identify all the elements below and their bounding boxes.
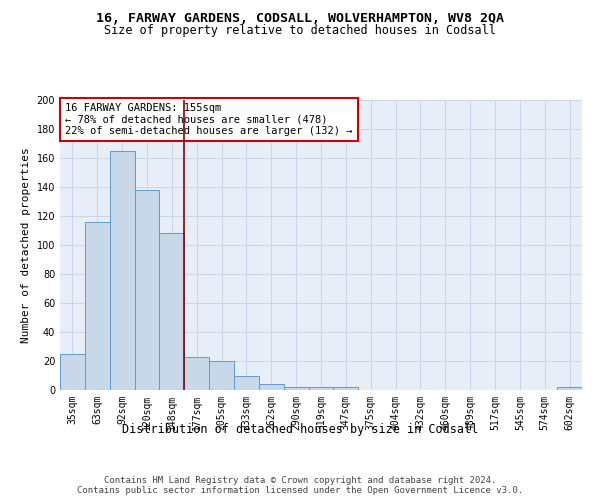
Bar — [209, 361, 234, 390]
Bar — [259, 384, 284, 390]
Bar — [160, 234, 184, 390]
Bar — [110, 151, 134, 390]
Text: 16 FARWAY GARDENS: 155sqm
← 78% of detached houses are smaller (478)
22% of semi: 16 FARWAY GARDENS: 155sqm ← 78% of detac… — [65, 103, 353, 136]
Text: Size of property relative to detached houses in Codsall: Size of property relative to detached ho… — [104, 24, 496, 37]
Bar — [60, 354, 85, 390]
Bar — [134, 190, 160, 390]
Text: 16, FARWAY GARDENS, CODSALL, WOLVERHAMPTON, WV8 2QA: 16, FARWAY GARDENS, CODSALL, WOLVERHAMPT… — [96, 12, 504, 26]
Bar — [308, 387, 334, 390]
Bar — [557, 387, 582, 390]
Bar — [85, 222, 110, 390]
Bar — [334, 387, 358, 390]
Text: Contains HM Land Registry data © Crown copyright and database right 2024.
Contai: Contains HM Land Registry data © Crown c… — [77, 476, 523, 495]
Bar — [284, 387, 308, 390]
Bar — [234, 376, 259, 390]
Text: Distribution of detached houses by size in Codsall: Distribution of detached houses by size … — [122, 422, 478, 436]
Bar — [184, 356, 209, 390]
Y-axis label: Number of detached properties: Number of detached properties — [21, 147, 31, 343]
